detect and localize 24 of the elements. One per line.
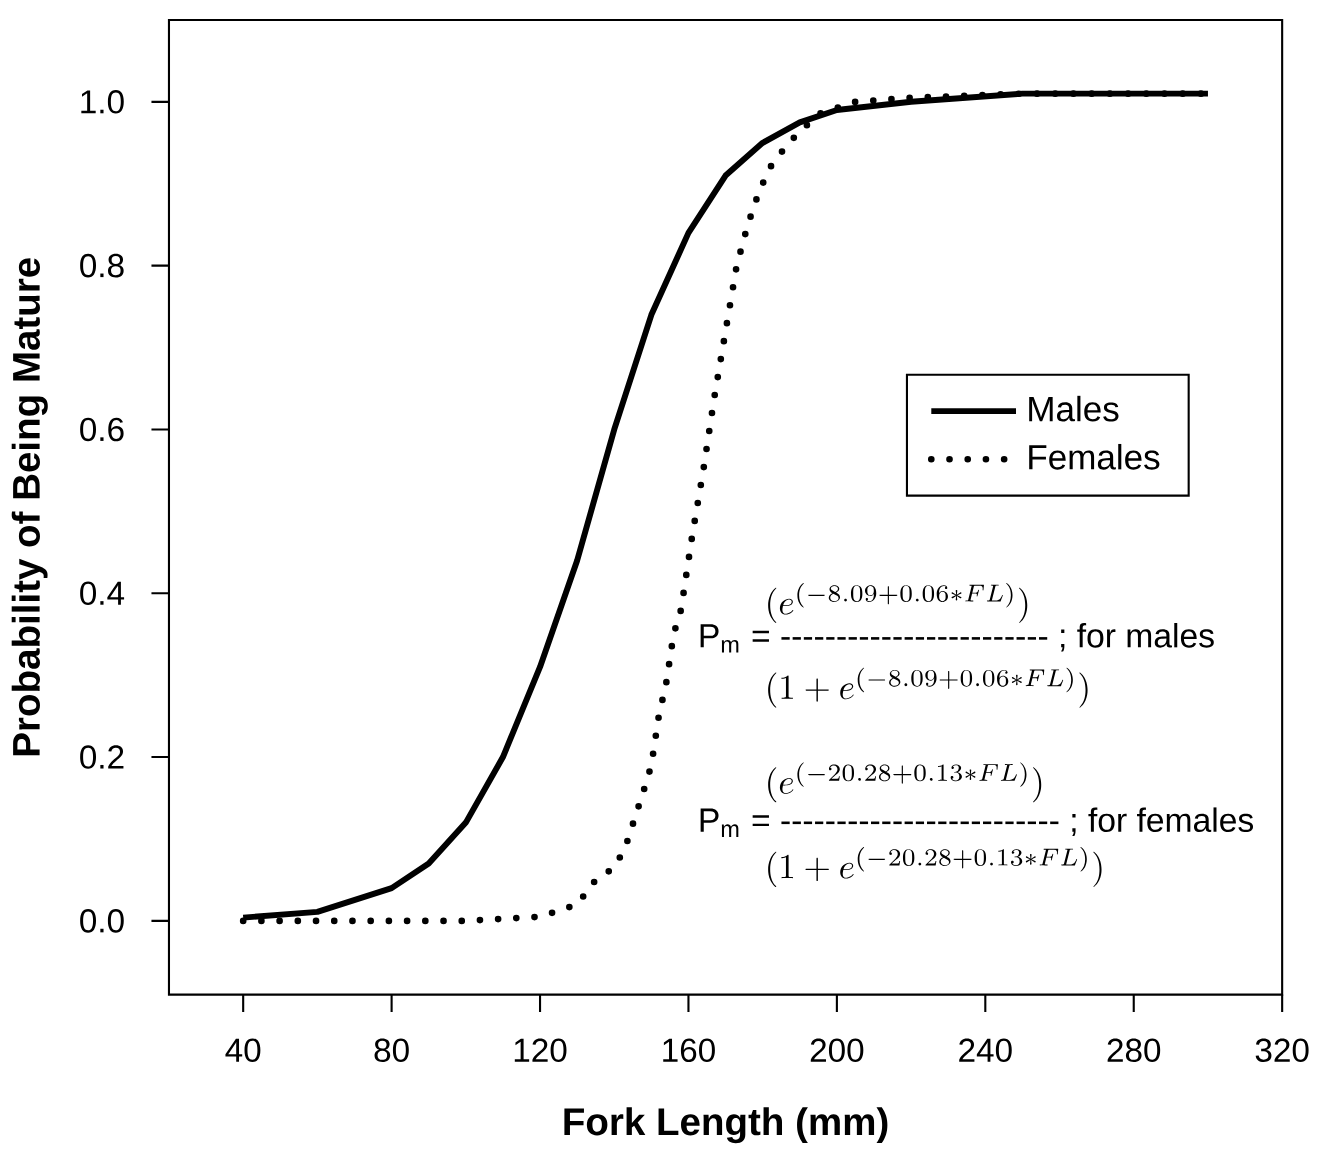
legend-label: Females	[1029, 444, 1160, 470]
annotation: $(e^{(-20.28+0.13*FL)})$	[768, 762, 1042, 803]
annotation: P$_{m}$ = ------------------------ ; for males	[700, 623, 1214, 653]
legend-label: Males	[1029, 395, 1119, 422]
x-tick-label: 200	[810, 1038, 864, 1063]
x-tick-label: 160	[663, 1038, 715, 1063]
x-tick-label: 80	[374, 1038, 409, 1063]
annotation: $(1+e^{(-8.09+0.06*FL)})$	[768, 667, 1088, 708]
annotation: P$_{m}$ = ------------------------- ; for females	[700, 807, 1254, 838]
y-tick-label: 0.0	[80, 909, 124, 933]
y-tick-label: 0.2	[80, 745, 124, 769]
annotation: $(e^{(-8.09+0.06*FL)})$	[768, 583, 1028, 624]
x-tick-label: 40	[225, 1038, 261, 1063]
y-tick-label: 0.6	[80, 417, 124, 442]
x-tick-label: 120	[514, 1038, 567, 1063]
y-axis-title: Probability of Being Mature	[11, 258, 48, 756]
annotation: $(1+e^{(-20.28+0.13*FL)})$	[768, 847, 1102, 888]
x-axis-title: Fork Length (mm)	[564, 1107, 888, 1144]
x-tick-label: 240	[959, 1038, 1012, 1063]
x-tick-label: 280	[1107, 1038, 1161, 1063]
x-tick-label: 320	[1255, 1038, 1309, 1063]
y-tick-label: 0.8	[80, 253, 124, 278]
y-tick-label: 1.0	[81, 90, 124, 114]
y-tick-label: 0.4	[80, 581, 125, 606]
